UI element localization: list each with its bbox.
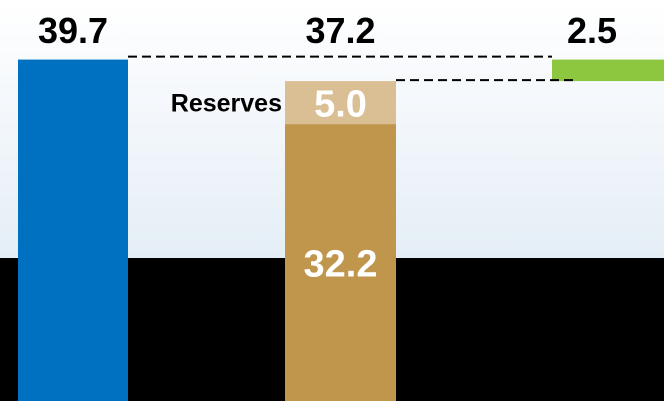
bar-2-segment-1 bbox=[285, 124, 396, 401]
bar-3-total-label: 2.5 bbox=[567, 10, 617, 51]
bar-2-segment-1-label: 32.2 bbox=[304, 244, 378, 286]
bar-3-segment-1 bbox=[552, 59, 664, 82]
bar-2-segment-2-label: 5.0 bbox=[314, 84, 367, 126]
bar-1-segment-1 bbox=[18, 59, 128, 401]
bar-2-segment-2-name: Reserves bbox=[171, 90, 282, 118]
bar-1-total-label: 39.7 bbox=[38, 10, 108, 51]
bar-2-segment-2 bbox=[285, 81, 396, 125]
bar-2-total-label: 37.2 bbox=[305, 10, 375, 51]
